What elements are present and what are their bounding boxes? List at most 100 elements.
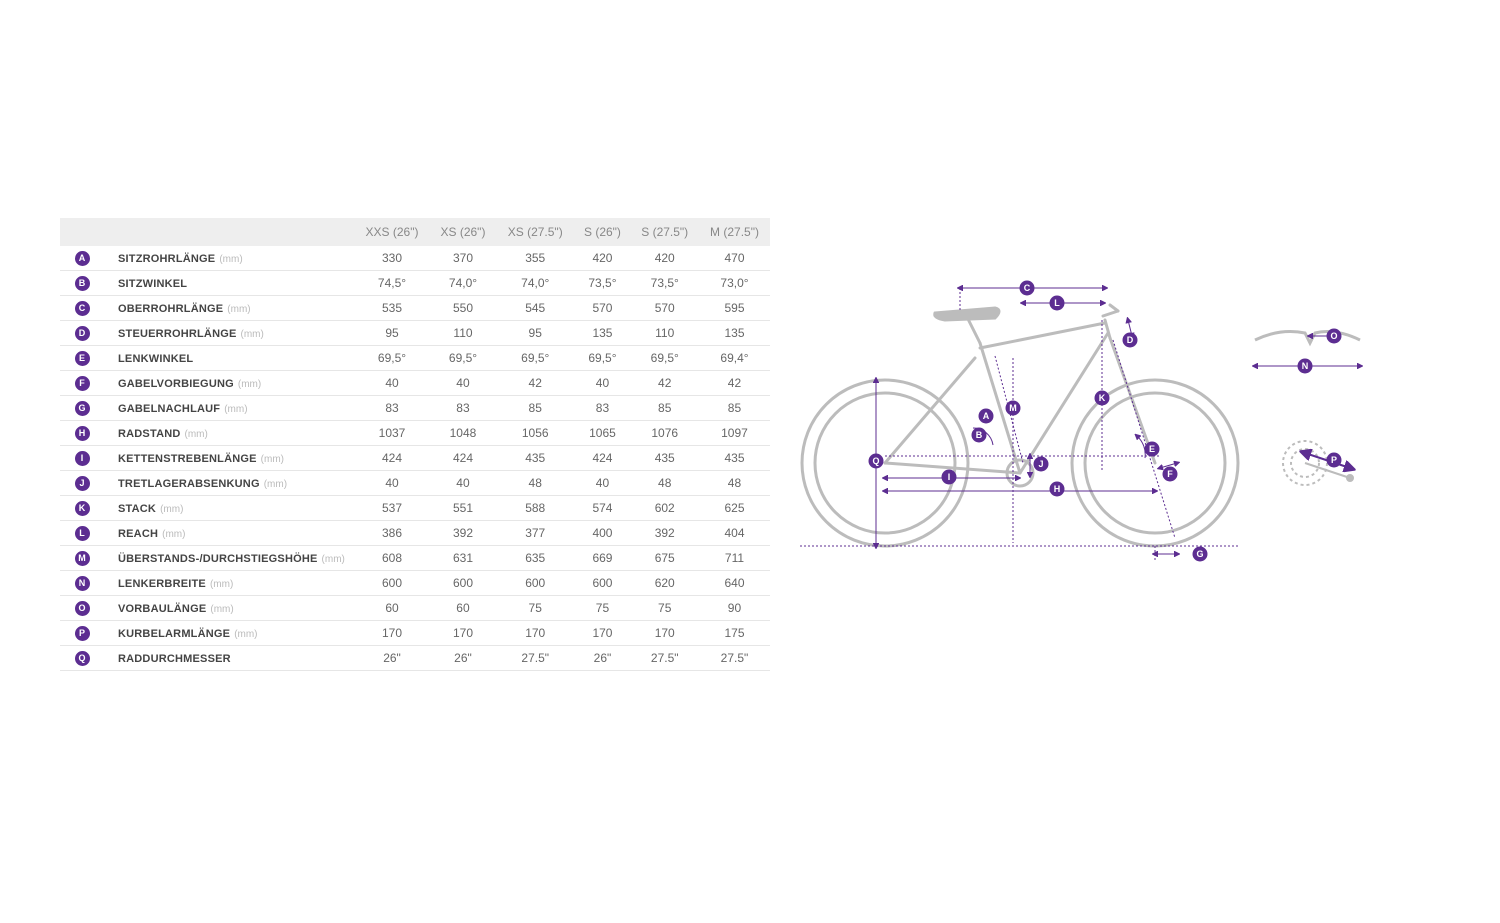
- geometry-key-badge: E: [75, 351, 90, 366]
- row-badge-cell: M: [60, 546, 104, 571]
- row-value: 1056: [496, 421, 574, 446]
- geometry-key-badge: P: [75, 626, 90, 641]
- row-badge-cell: Q: [60, 646, 104, 671]
- row-value: 69,4°: [699, 346, 770, 371]
- row-badge-cell: P: [60, 621, 104, 646]
- row-value: 83: [430, 396, 496, 421]
- row-label: TRETLAGERABSENKUNG: [118, 478, 260, 490]
- bike-geometry-diagram: ABCDEFGHIJKLMNOPQ: [825, 278, 1445, 578]
- geometry-key-badge: G: [75, 401, 90, 416]
- row-label-cell: OBERROHRLÄNGE(mm): [104, 296, 354, 321]
- geometry-key-badge: I: [75, 451, 90, 466]
- table-row: IKETTENSTREBENLÄNGE(mm)42442443542443543…: [60, 446, 770, 471]
- geometry-key-badge: A: [75, 251, 90, 266]
- table-column-header: S (27.5"): [630, 218, 699, 246]
- row-unit: (mm): [219, 254, 242, 265]
- row-label: GABELVORBIEGUNG: [118, 378, 234, 390]
- row-label-cell: GABELNACHLAUF(mm): [104, 396, 354, 421]
- table-row: HRADSTAND(mm)103710481056106510761097: [60, 421, 770, 446]
- table-column-header: M (27.5"): [699, 218, 770, 246]
- geometry-table: XXS (26")XS (26")XS (27.5")S (26")S (27.…: [60, 218, 770, 671]
- row-value: 48: [699, 471, 770, 496]
- row-label: ÜBERSTANDS-/DURCHSTIEGSHÖHE: [118, 553, 318, 565]
- row-value: 1037: [354, 421, 430, 446]
- row-label-cell: TRETLAGERABSENKUNG(mm): [104, 471, 354, 496]
- row-value: 595: [699, 296, 770, 321]
- row-badge-cell: I: [60, 446, 104, 471]
- row-value: 620: [630, 571, 699, 596]
- row-label-cell: ÜBERSTANDS-/DURCHSTIEGSHÖHE (mm): [104, 546, 354, 571]
- row-value: 83: [574, 396, 630, 421]
- row-value: 400: [574, 521, 630, 546]
- row-value: 640: [699, 571, 770, 596]
- geometry-key-badge: O: [75, 601, 90, 616]
- row-value: 135: [699, 321, 770, 346]
- row-value: 570: [574, 296, 630, 321]
- row-badge-cell: O: [60, 596, 104, 621]
- row-label: SITZROHRLÄNGE: [118, 253, 215, 265]
- row-value: 90: [699, 596, 770, 621]
- row-value: 73,5°: [630, 271, 699, 296]
- row-value: 40: [430, 471, 496, 496]
- row-value: 69,5°: [354, 346, 430, 371]
- row-badge-cell: K: [60, 496, 104, 521]
- row-label-cell: GABELVORBIEGUNG(mm): [104, 371, 354, 396]
- diagram-key-label: M: [1009, 403, 1017, 413]
- row-value: 83: [354, 396, 430, 421]
- row-value: 75: [630, 596, 699, 621]
- row-value: 635: [496, 546, 574, 571]
- row-value: 60: [354, 596, 430, 621]
- row-value: 711: [699, 546, 770, 571]
- row-label-cell: KURBELARMLÄNGE(mm): [104, 621, 354, 646]
- row-label: OBERROHRLÄNGE: [118, 303, 223, 315]
- row-value: 135: [574, 321, 630, 346]
- row-value: 1048: [430, 421, 496, 446]
- geometry-key-badge: M: [75, 551, 90, 566]
- row-value: 435: [630, 446, 699, 471]
- row-value: 27.5": [496, 646, 574, 671]
- row-value: 625: [699, 496, 770, 521]
- diagram-key-label: C: [1024, 283, 1031, 293]
- table-row: PKURBELARMLÄNGE(mm)170170170170170175: [60, 621, 770, 646]
- row-value: 75: [496, 596, 574, 621]
- geometry-key-badge: J: [75, 476, 90, 491]
- row-badge-cell: J: [60, 471, 104, 496]
- row-value: 424: [354, 446, 430, 471]
- table-row: MÜBERSTANDS-/DURCHSTIEGSHÖHE(mm)60863163…: [60, 546, 770, 571]
- row-label-cell: RADDURCHMESSER: [104, 646, 354, 671]
- row-value: 386: [354, 521, 430, 546]
- row-value: 435: [699, 446, 770, 471]
- row-value: 48: [630, 471, 699, 496]
- row-value: 392: [630, 521, 699, 546]
- table-header-row: XXS (26")XS (26")XS (27.5")S (26")S (27.…: [60, 218, 770, 246]
- row-value: 170: [354, 621, 430, 646]
- row-value: 95: [496, 321, 574, 346]
- row-value: 537: [354, 496, 430, 521]
- row-badge-cell: F: [60, 371, 104, 396]
- row-value: 69,5°: [430, 346, 496, 371]
- diagram-key-label: H: [1054, 484, 1061, 494]
- row-badge-cell: B: [60, 271, 104, 296]
- row-label-cell: LENKERBREITE(mm): [104, 571, 354, 596]
- row-value: 170: [630, 621, 699, 646]
- row-badge-cell: C: [60, 296, 104, 321]
- row-label-cell: SITZWINKEL: [104, 271, 354, 296]
- geometry-key-badge: B: [75, 276, 90, 291]
- table-column-header: XXS (26"): [354, 218, 430, 246]
- row-value: 424: [430, 446, 496, 471]
- row-label: KURBELARMLÄNGE: [118, 628, 230, 640]
- row-value: 370: [430, 246, 496, 271]
- table-row: COBERROHRLÄNGE(mm)535550545570570595: [60, 296, 770, 321]
- geometry-key-badge: L: [75, 526, 90, 541]
- row-value: 600: [496, 571, 574, 596]
- row-value: 404: [699, 521, 770, 546]
- row-unit: (mm): [322, 554, 345, 565]
- geometry-key-badge: C: [75, 301, 90, 316]
- row-value: 60: [430, 596, 496, 621]
- geometry-key-badge: K: [75, 501, 90, 516]
- row-value: 550: [430, 296, 496, 321]
- row-label-cell: KETTENSTREBENLÄNGE(mm): [104, 446, 354, 471]
- table-row: BSITZWINKEL74,5°74,0°74,0°73,5°73,5°73,0…: [60, 271, 770, 296]
- row-value: 355: [496, 246, 574, 271]
- table-row: OVORBAULÄNGE(mm)606075757590: [60, 596, 770, 621]
